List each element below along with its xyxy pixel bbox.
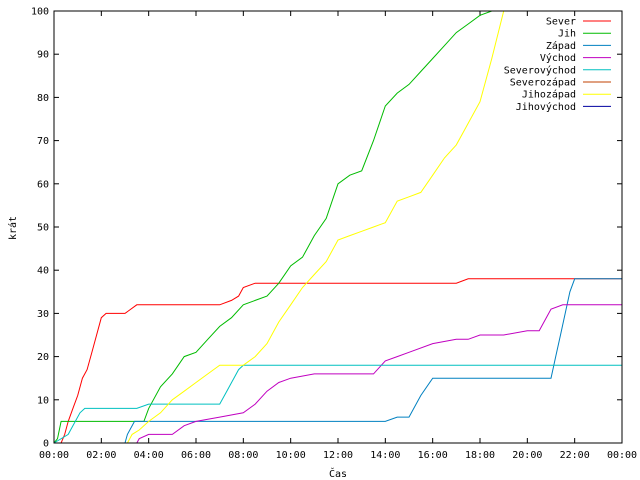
x-axis-label: Čas xyxy=(329,467,347,480)
legend-label: Západ xyxy=(546,40,576,52)
x-tick-label: 02:00 xyxy=(86,450,116,461)
y-tick-label: 30 xyxy=(37,309,49,320)
y-tick-label: 90 xyxy=(37,50,49,61)
legend-label: Sever xyxy=(546,17,576,28)
x-tick-label: 18:00 xyxy=(465,450,495,461)
legend: SeverJihZápadVýchodSeverovýchodSeverozáp… xyxy=(504,17,611,113)
y-tick-label: 60 xyxy=(37,179,49,190)
series-line-jih xyxy=(53,10,622,444)
x-tick-label: 20:00 xyxy=(512,450,542,461)
x-tick-label: 14:00 xyxy=(370,450,400,461)
x-tick-label: 22:00 xyxy=(560,450,590,461)
legend-label: Východ xyxy=(540,52,576,64)
x-tick-label: 08:00 xyxy=(228,450,258,461)
legend-label: Severozápad xyxy=(510,77,576,89)
x-tick-label: 12:00 xyxy=(323,450,353,461)
series-line-západ xyxy=(54,278,622,444)
plot-frame xyxy=(53,10,623,444)
y-tick-label: 50 xyxy=(37,223,49,234)
x-tick-label: 00:00 xyxy=(607,450,637,461)
legend-label: Severovýchod xyxy=(504,64,576,76)
legend-label: Jihozápad xyxy=(522,89,576,101)
y-tick-label: 10 xyxy=(37,395,49,406)
series-line-sever xyxy=(54,278,622,444)
legend-label: Jih xyxy=(558,29,576,40)
y-tick-label: 40 xyxy=(37,266,49,277)
series-lines xyxy=(53,10,622,444)
y-tick-label: 0 xyxy=(43,439,49,450)
legend-label: Jihovýchod xyxy=(516,101,576,113)
x-tick-label: 16:00 xyxy=(418,450,448,461)
x-tick-label: 00:00 xyxy=(39,450,69,461)
x-tick-label: 04:00 xyxy=(134,450,164,461)
axis-ticks: 0 10 20 30 40 50 60 70 80 90 100 00:00 02:00 04:00 06:… xyxy=(31,7,637,462)
x-tick-label: 10:00 xyxy=(276,450,306,461)
y-tick-label: 70 xyxy=(37,136,49,147)
series-line-severovýchod xyxy=(53,364,622,444)
series-line-východ xyxy=(54,304,622,444)
y-tick-label: 100 xyxy=(31,7,49,18)
y-tick-label: 80 xyxy=(37,93,49,104)
series-line-jihozápad xyxy=(54,10,622,444)
x-tick-label: 06:00 xyxy=(181,450,211,461)
y-tick-label: 20 xyxy=(37,352,49,363)
y-axis-label: krát xyxy=(7,216,19,240)
